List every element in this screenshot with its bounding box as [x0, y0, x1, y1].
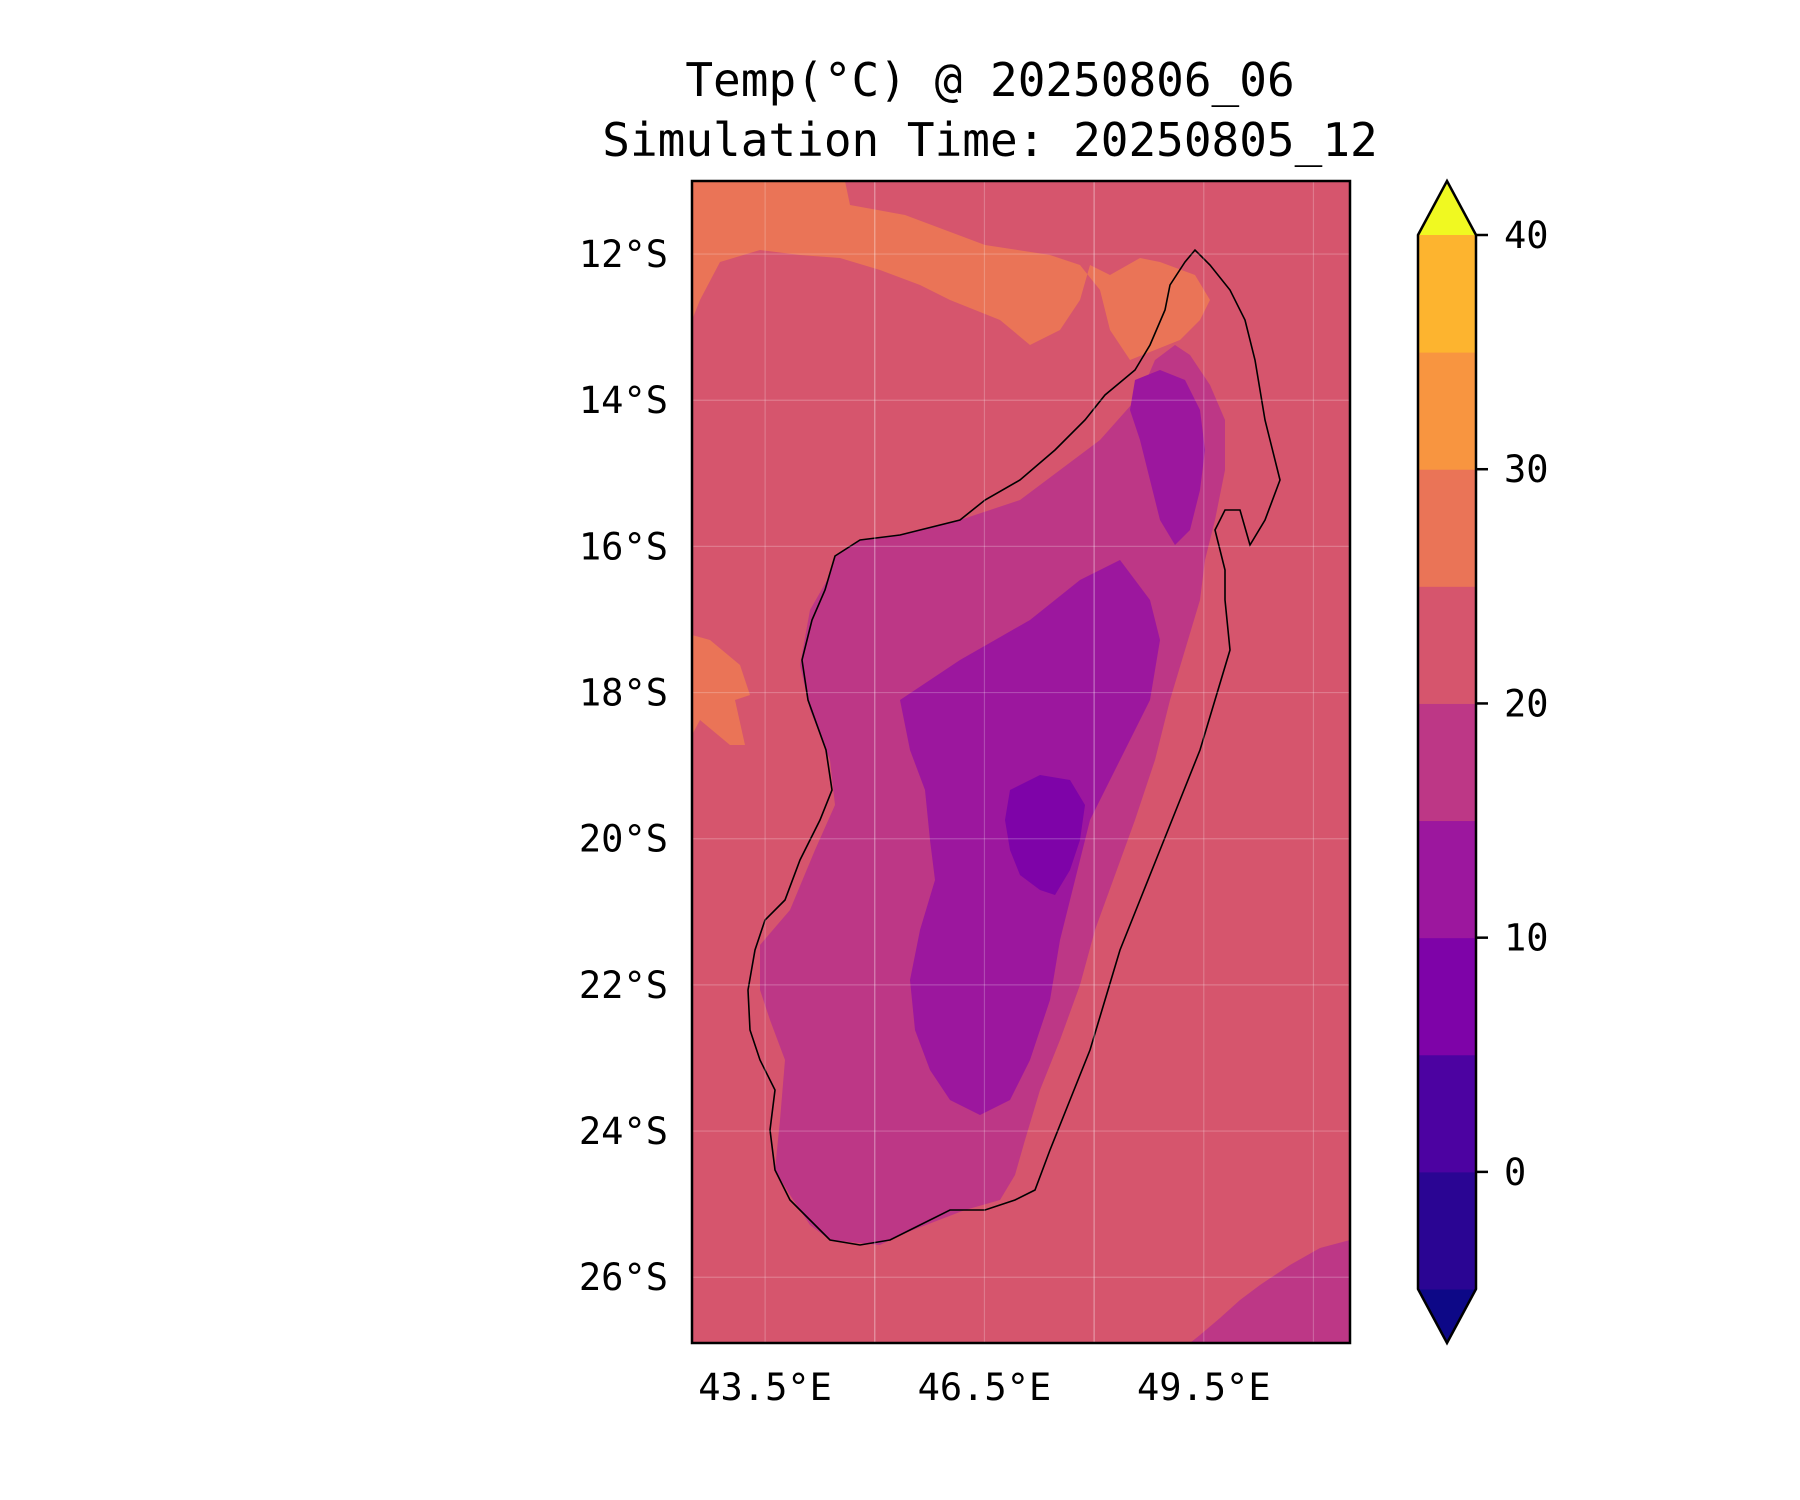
colorbar-level-block	[1418, 1171, 1476, 1290]
peak-region	[1005, 775, 1085, 895]
gridlines	[692, 181, 1350, 1343]
colorbar-tick-label: 10	[1504, 917, 1549, 960]
map-frame	[690, 179, 1352, 1345]
map-panel	[692, 181, 1350, 1343]
colorbar-level-block	[1418, 937, 1476, 1056]
colorbar-level-block	[1418, 469, 1476, 587]
warm-sea-region	[692, 181, 1210, 360]
colorbar-level-block	[1418, 703, 1476, 822]
warm-sea-patch	[692, 635, 750, 745]
latitude-labels: 12°S 14°S 16°S 18°S 20°S 22°S 24°S 26°S	[579, 233, 668, 1299]
latitude-tick-label: 20°S	[579, 818, 668, 861]
colorbar: 0 10 20 30 40	[1416, 178, 1549, 1346]
latitude-tick-label: 14°S	[579, 379, 668, 422]
colorbar-level-block	[1418, 1054, 1476, 1173]
longitude-tick-label: 49.5°E	[1137, 1366, 1271, 1409]
colorbar-level-block	[1418, 586, 1476, 704]
colorbar-tick-label: 0	[1504, 1151, 1526, 1194]
colorbar-tick-label: 40	[1504, 214, 1549, 257]
colorbar-extend-min	[1418, 1289, 1476, 1343]
longitude-tick-label: 43.5°E	[698, 1366, 832, 1409]
colorbar-level-block	[1418, 235, 1476, 353]
latitude-tick-label: 24°S	[579, 1110, 668, 1153]
colorbar-level-block	[1418, 820, 1476, 939]
colorbar-extend-max	[1418, 181, 1476, 235]
colorbar-level-block	[1418, 352, 1476, 470]
highland-region-north	[1130, 370, 1205, 545]
longitude-labels: 43.5°E 46.5°E 49.5°E	[698, 1366, 1270, 1409]
colorbar-tick-label: 30	[1504, 448, 1549, 491]
map-subtitle: Simulation Time: 20250805_12	[602, 113, 1378, 167]
latitude-tick-label: 16°S	[579, 525, 668, 568]
coastline	[747, 248, 1281, 1246]
latitude-tick-label: 12°S	[579, 233, 668, 276]
latitude-tick-label: 22°S	[579, 964, 668, 1007]
latitude-tick-label: 18°S	[579, 672, 668, 715]
longitude-tick-label: 46.5°E	[918, 1366, 1052, 1409]
latitude-tick-label: 26°S	[579, 1256, 668, 1299]
map-title: Temp(°C) @ 20250806_06	[685, 53, 1295, 107]
sea-cool-patch	[1190, 1240, 1350, 1343]
colorbar-tick-label: 20	[1504, 682, 1549, 725]
